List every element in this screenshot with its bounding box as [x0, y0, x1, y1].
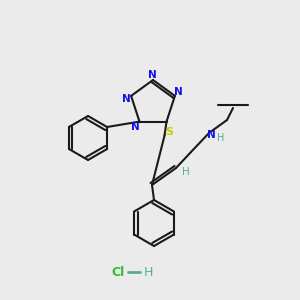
Text: H: H [217, 133, 225, 143]
Text: N: N [207, 130, 215, 140]
Text: N: N [175, 87, 183, 97]
Text: N: N [131, 122, 140, 132]
Text: H: H [143, 266, 153, 278]
Text: H: H [182, 167, 190, 177]
Text: Cl: Cl [111, 266, 124, 278]
Text: N: N [122, 94, 130, 104]
Text: S: S [166, 127, 173, 136]
Text: N: N [148, 70, 156, 80]
